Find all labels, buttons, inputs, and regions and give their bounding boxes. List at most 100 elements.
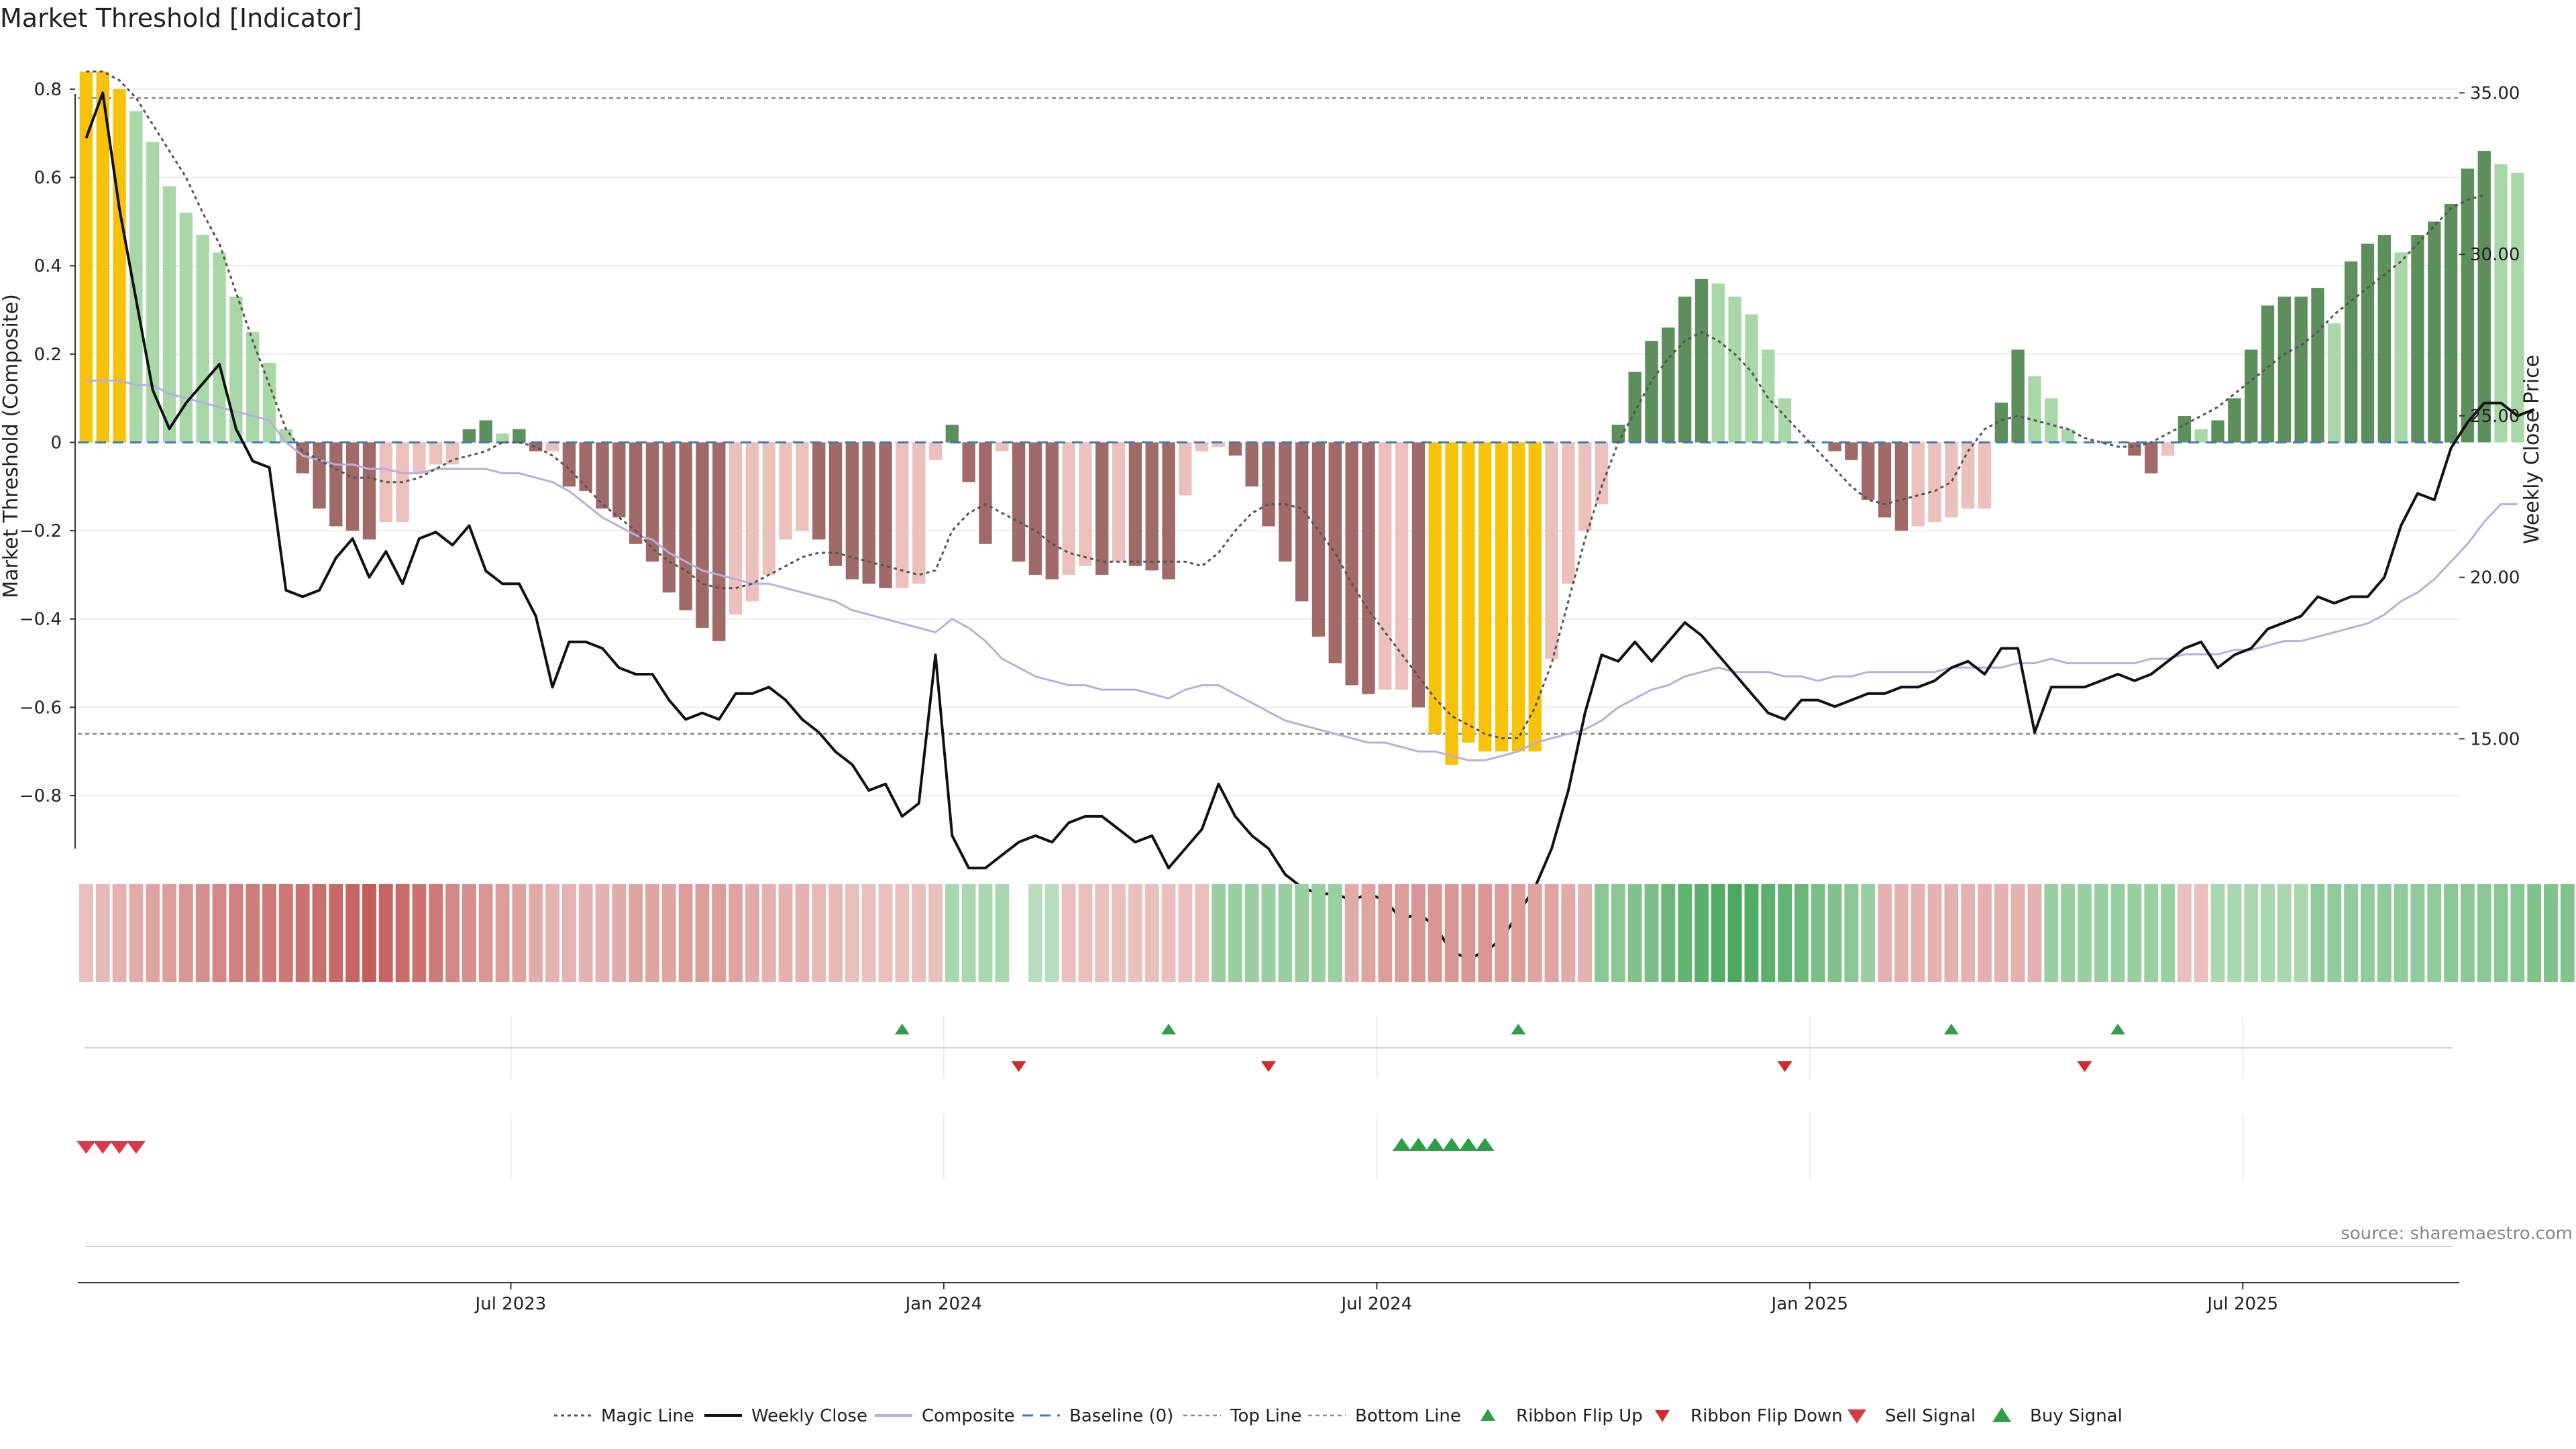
composite-bar (845, 442, 859, 580)
composite-bar (1112, 442, 1126, 562)
composite-bar (1311, 442, 1326, 637)
ribbon-cell (795, 884, 810, 982)
ribbon-cell (912, 884, 926, 982)
composite-bar (162, 186, 176, 443)
composite-bar (962, 442, 975, 482)
composite-bar (979, 442, 992, 544)
ribbon-cell (1811, 884, 1825, 982)
ribbon-cell (745, 884, 759, 982)
x-tick-label: Jan 2024 (904, 1294, 983, 1314)
composite-bars (79, 71, 2524, 765)
composite-bar (945, 425, 959, 443)
ribbon-cell (212, 884, 227, 982)
composite-bar (2394, 252, 2408, 443)
ribbon-cell (478, 884, 493, 982)
composite-bar (729, 442, 743, 615)
composite-bar (1462, 442, 1475, 743)
composite-bar (1045, 442, 1059, 580)
composite-bar (828, 442, 843, 566)
composite-bar (213, 252, 226, 443)
ribbon-flip-up-marker (1511, 1024, 1526, 1034)
legend-label: Sell Signal (1885, 1406, 1976, 1426)
y2-tick-label: 20.00 (2470, 568, 2520, 588)
ribbon-cell (861, 884, 876, 982)
ribbon-cell (1678, 884, 1693, 982)
y-axis-right: 35.00 30.00 25.00 20.00 15.00 (2459, 84, 2520, 749)
composite-bar (2494, 164, 2508, 443)
source-label: source: sharemaestro.com (2341, 1224, 2573, 1244)
composite-bar (329, 442, 343, 527)
ribbon-cell (1444, 884, 1459, 982)
ribbon-cell (1078, 884, 1093, 982)
composite-bar (2011, 350, 2025, 443)
composite-bar (1628, 372, 1642, 443)
ribbon-cell (529, 884, 543, 982)
ribbon-cell (1744, 884, 1759, 982)
y-axis-label: Market Threshold (Composite) (0, 294, 23, 598)
ribbon-cell (545, 884, 559, 982)
ribbon-cell (1278, 884, 1293, 982)
composite-bar (562, 442, 576, 487)
composite-bar (1928, 442, 1941, 522)
composite-bar (2061, 429, 2075, 443)
composite-bar (1212, 442, 1226, 447)
composite-bar (2128, 442, 2141, 456)
y-tick-label: 0.6 (34, 168, 62, 189)
ribbon-cell (1378, 884, 1393, 982)
composite-bar (313, 442, 326, 509)
ribbon-cell (1727, 884, 1742, 982)
composite-bar (1678, 297, 1692, 443)
composite-bar (2194, 429, 2208, 443)
composite-bar (1828, 442, 1841, 451)
ribbon-cell (2277, 884, 2292, 982)
ribbon-cell (2078, 884, 2092, 982)
ribbon-cell (1527, 884, 1542, 982)
composite-bar (2461, 168, 2475, 443)
ribbon-cell (1061, 884, 1076, 982)
composite-bar (2228, 398, 2241, 443)
ribbon-cell (661, 884, 676, 982)
ribbon-cell (561, 884, 576, 982)
composite-bar (2178, 415, 2192, 443)
ribbon-cell (445, 884, 460, 982)
legend: Magic Line Weekly Close Composite Baseline … (554, 1406, 2123, 1426)
composite-bar (379, 442, 392, 522)
composite-bar (1062, 442, 1075, 575)
composite-bar (1862, 442, 1875, 500)
ribbon-cell (2010, 884, 2025, 982)
weekly-close-line (85, 91, 2535, 960)
ribbon-cell (2027, 884, 2042, 982)
buy-signal-marker (1409, 1138, 1428, 1151)
ribbon-cell (2177, 884, 2192, 982)
ribbon-cell (845, 884, 859, 982)
composite-bar (96, 71, 109, 443)
composite-bar (2294, 297, 2308, 443)
buy-signal-marker (1392, 1138, 1411, 1151)
ribbon-cell (1361, 884, 1376, 982)
composite-bar (645, 442, 659, 562)
sell-signal-marker (76, 1141, 96, 1154)
sell-signal-marker (93, 1141, 113, 1154)
ribbon-cell (1827, 884, 1842, 982)
composite-bar (596, 442, 609, 509)
composite-bar (1695, 278, 1709, 443)
y-tick-label: 0.4 (34, 256, 62, 276)
ribbon-panel (78, 884, 2575, 982)
legend-swatch-flip-up (1481, 1409, 1495, 1421)
composite-bar (2377, 235, 2391, 443)
legend-item: Ribbon Flip Down (1655, 1406, 1843, 1426)
ribbon-cell (812, 884, 826, 982)
x-tick-label: Jul 2023 (474, 1294, 547, 1314)
ribbon-cell (2244, 884, 2259, 982)
composite-bar (513, 429, 526, 443)
composite-bar (129, 111, 143, 443)
composite-bar (1395, 442, 1409, 690)
ribbon-cell (329, 884, 343, 982)
signal-panel (76, 1114, 2453, 1247)
composite-bar (928, 442, 943, 460)
composite-bar (545, 442, 559, 451)
y2-tick-label: 25.00 (2470, 407, 2520, 427)
ribbon-cell (729, 884, 743, 982)
composite-bar (1978, 442, 1992, 509)
